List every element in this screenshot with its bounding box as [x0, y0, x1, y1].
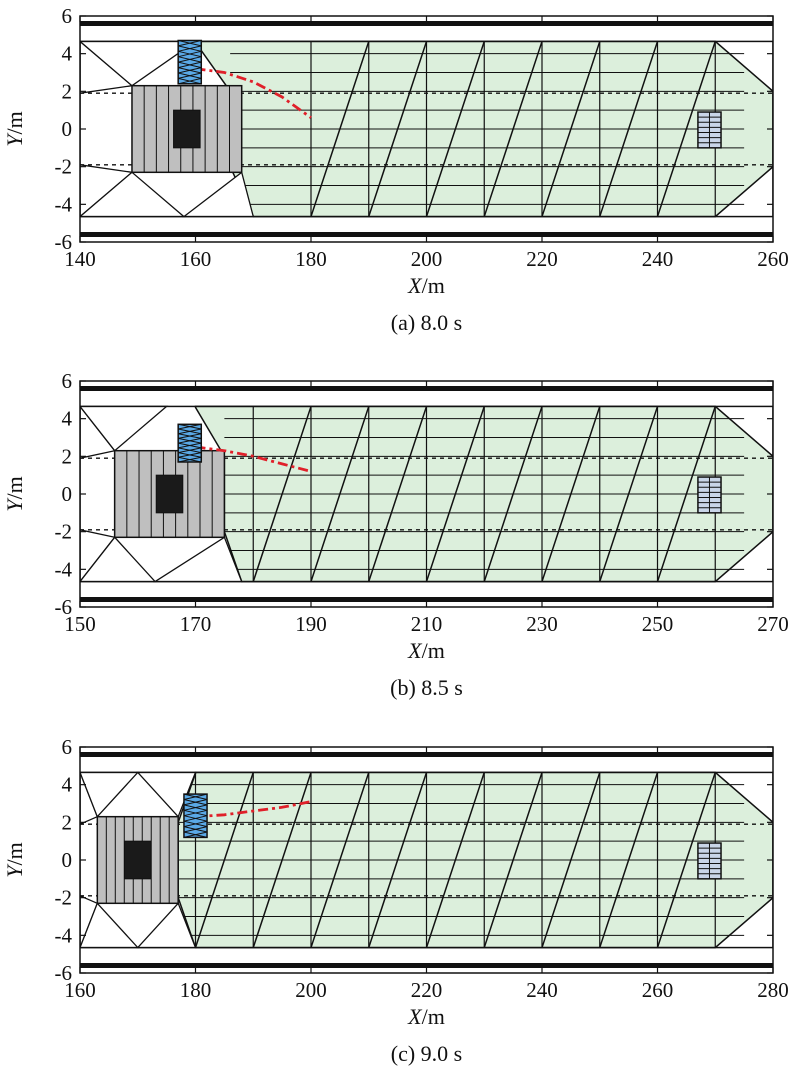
- mesh-diagonal: [599, 772, 659, 948]
- y-tick-label: -6: [55, 595, 73, 619]
- panel-caption: (a) 8.0 s: [391, 310, 462, 335]
- mesh-diagonal: [368, 41, 428, 217]
- mesh-diagonal: [252, 772, 312, 948]
- y-tick-label: 6: [62, 735, 73, 759]
- x-tick-label: 200: [295, 978, 327, 1002]
- mesh-diagonal: [310, 41, 370, 217]
- x-tick-label: 170: [180, 612, 212, 636]
- panel-a: 140 160 180 200 220 240 260 6 4 2 0 -2 -4 -6 X/m Y/m (a)…: [2, 4, 789, 335]
- y-tick-label: 0: [62, 117, 73, 141]
- mesh-diagonal: [656, 41, 716, 217]
- x-tick-label: 230: [526, 612, 558, 636]
- plot-area: [80, 386, 773, 602]
- mesh-diagonal: [252, 406, 312, 582]
- y-tick-label: 2: [62, 79, 73, 103]
- x-tick-label: 190: [295, 612, 327, 636]
- x-tick-label: 270: [757, 612, 789, 636]
- target-hatch: [178, 423, 202, 463]
- x-tick-label: 140: [64, 247, 96, 271]
- x-tick-label: 240: [642, 247, 674, 271]
- y-tick-label: -4: [55, 923, 73, 947]
- target-hatch: [178, 423, 202, 463]
- ego-core: [155, 474, 184, 514]
- y-tick-label: 0: [62, 482, 73, 506]
- panel-c: 160 180 200 220 240 260 280 6 4 2 0 -2 -4 -6 X/m Y/m (c)…: [2, 735, 789, 1066]
- x-tick-label: 280: [757, 978, 789, 1002]
- y-tick-label: 0: [62, 848, 73, 872]
- predicted-path: [195, 445, 312, 473]
- x-tick-label: 220: [526, 247, 558, 271]
- mesh-diagonal: [425, 406, 485, 582]
- mesh-diagonal: [656, 406, 716, 582]
- x-tick-label: 220: [411, 978, 443, 1002]
- x-axis-label: X/m: [407, 638, 445, 663]
- y-tick-label: -4: [55, 192, 73, 216]
- x-axis-label: X/m: [407, 273, 445, 298]
- mesh-diagonal: [425, 41, 485, 217]
- target-hatch: [178, 40, 202, 85]
- target-hatch: [183, 793, 208, 838]
- plot-area: [80, 752, 773, 968]
- road-inner-boundary: [80, 771, 773, 949]
- y-tick-label: -6: [55, 961, 73, 985]
- road-inner-boundary: [80, 405, 773, 583]
- y-tick-label: -6: [55, 230, 73, 254]
- mesh-diagonal: [483, 406, 543, 582]
- y-tick-label: -2: [55, 520, 73, 544]
- y-tick-label: 6: [62, 369, 73, 393]
- y-tick-label: 2: [62, 444, 73, 468]
- y-axis-label: Y/m: [2, 476, 27, 511]
- mesh-diagonal: [194, 772, 254, 948]
- mesh-diagonal: [310, 406, 370, 582]
- mesh-diagonal: [310, 772, 370, 948]
- mesh-diagonal: [656, 772, 716, 948]
- x-tick-label: 180: [180, 978, 212, 1002]
- x-tick-label: 180: [295, 247, 327, 271]
- ego-core: [123, 840, 152, 880]
- y-tick-label: 4: [62, 773, 73, 797]
- road-inner-boundary: [80, 40, 773, 218]
- mesh-diagonal: [483, 772, 543, 948]
- ego-core: [173, 109, 201, 149]
- y-tick-label: 4: [62, 42, 73, 66]
- mesh-diagonal: [541, 41, 601, 217]
- y-axis-label: Y/m: [2, 111, 27, 146]
- mesh-diagonal: [368, 772, 428, 948]
- x-tick-label: 240: [526, 978, 558, 1002]
- x-tick-label: 200: [411, 247, 443, 271]
- x-tick-label: 250: [642, 612, 674, 636]
- x-tick-label: 160: [180, 247, 212, 271]
- mesh-diagonal: [599, 41, 659, 217]
- y-tick-label: -2: [55, 886, 73, 910]
- y-tick-label: -2: [55, 155, 73, 179]
- mesh-triangle: [181, 171, 255, 218]
- mesh-diagonal: [483, 41, 543, 217]
- x-tick-label: 260: [642, 978, 674, 1002]
- target-hatch: [178, 40, 202, 85]
- y-axis-label: Y/m: [2, 842, 27, 877]
- mesh-diagonal: [541, 406, 601, 582]
- y-tick-label: 6: [62, 4, 73, 28]
- mesh-diagonal: [541, 772, 601, 948]
- mesh-diagonal: [425, 772, 485, 948]
- x-tick-label: 160: [64, 978, 96, 1002]
- y-tick-label: -4: [55, 557, 73, 581]
- y-tick-label: 2: [62, 810, 73, 834]
- panel-caption: (c) 9.0 s: [391, 1041, 462, 1066]
- target-hatch: [183, 793, 208, 838]
- panel-caption: (b) 8.5 s: [390, 675, 463, 700]
- x-tick-label: 210: [411, 612, 443, 636]
- x-tick-label: 150: [64, 612, 96, 636]
- panel-b: 150 170 190 210 230 250 270 6 4 2 0 -2 -4 -6 X/m Y/m (b)…: [2, 369, 789, 700]
- mesh-diagonal: [599, 406, 659, 582]
- plot-area: [80, 21, 773, 237]
- mesh-diagonal: [368, 406, 428, 582]
- x-tick-label: 260: [757, 247, 789, 271]
- y-tick-label: 4: [62, 407, 73, 431]
- predicted-path: [195, 800, 312, 819]
- x-axis-label: X/m: [407, 1004, 445, 1029]
